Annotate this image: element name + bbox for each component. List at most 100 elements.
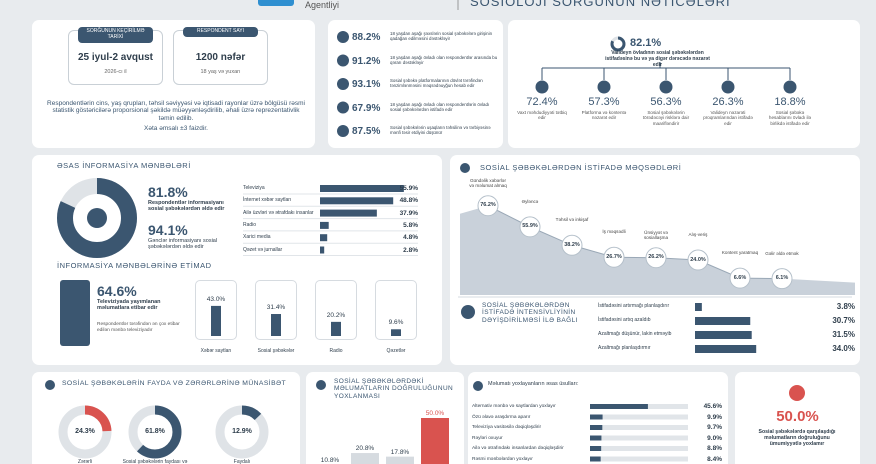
bar — [320, 185, 404, 192]
source-name: Televiziya — [243, 185, 265, 191]
bar — [386, 456, 414, 464]
method-name: Alternativ mənbə və saytlardan yoxlayır — [472, 404, 556, 409]
icon — [45, 380, 55, 390]
bar — [695, 345, 757, 353]
intensity-value: 31.5% — [832, 330, 855, 339]
bar — [351, 453, 379, 464]
youth-value: 94.1% — [148, 222, 188, 238]
method-name: Özü əlavə araşdırma aparır — [472, 414, 531, 420]
social-value: 81.8% — [148, 184, 188, 200]
point — [561, 234, 583, 256]
benefit-value: 24.3% — [75, 428, 95, 435]
method-name: Televiziya vasitəsilə dəqiqləşdirir — [472, 425, 542, 430]
bar — [695, 317, 751, 325]
point — [645, 247, 667, 269]
bar — [695, 303, 702, 311]
point — [603, 246, 625, 268]
purpose-value: 26.7% — [606, 253, 622, 260]
benefit-name: Sosial şəbəkələrin faydası və zərəri bər… — [122, 459, 188, 464]
icon — [789, 385, 805, 401]
agency: Agentliyi — [305, 0, 340, 10]
icon — [473, 381, 483, 391]
source-value: 4.8% — [403, 234, 418, 242]
source-value: 2.8% — [403, 246, 418, 254]
purpose-value: 55.9% — [522, 223, 538, 230]
donut-segment — [58, 405, 112, 459]
source-value: 5.8% — [403, 221, 418, 229]
verification-value: 50.0% — [425, 410, 445, 417]
control-item-value: 57.3% — [588, 96, 620, 108]
methods-title: Məlumatı yoxlayanların əsas üsulları: — [488, 381, 579, 387]
bar — [320, 197, 394, 205]
source-name: Ailə üzvləri və ətrafdakı insanlar — [243, 209, 314, 216]
intensity-value: 34.0% — [832, 344, 855, 353]
trust-item-name: Qəzetlər — [386, 348, 406, 354]
purpose-name: Ünsiyyət və sosiallaşma — [644, 229, 668, 241]
icon — [535, 80, 549, 94]
purpose-value: 6.1% — [775, 275, 789, 282]
logo — [258, 0, 294, 6]
card-sub: 2026-cı il — [104, 69, 127, 75]
card-label: SORĞUNUN KEÇİRİLMƏ TARİXİ — [78, 27, 153, 43]
survey-note: Respondentlərin cins, yaş qrupları, təhs… — [47, 100, 305, 122]
attitude-value: 87.5% — [352, 126, 381, 137]
method-name: Rəyləri oxuyur — [472, 435, 503, 441]
trust-card — [255, 280, 297, 340]
trust-card — [195, 280, 237, 340]
source-value: 55.9% — [399, 185, 418, 192]
bar-track — [590, 435, 688, 441]
control-text: Valideyn övladının sosial şəbəkələrdən i… — [605, 50, 710, 68]
attitude-text: Sosial şəbəkələrin uşaqların təhsilinə v… — [390, 125, 491, 136]
bar — [695, 331, 752, 339]
trust-item-value: 20.2% — [326, 311, 346, 319]
bar — [271, 314, 281, 336]
donut-segment — [57, 178, 137, 258]
intensity-name: Azaltmağı düşünür, lakin etməyib — [598, 331, 672, 337]
purpose-name: Gündəlik xəbərlər və məlumat almaq — [469, 177, 507, 189]
control-value: 82.1% — [630, 37, 662, 49]
attitude-text: 18 yaşdan aşağı övladı olan respondentlə… — [390, 101, 490, 112]
source-name: İnternet xəbər saytları — [243, 197, 292, 204]
bar — [320, 246, 325, 254]
icon — [461, 305, 475, 319]
method-value: 8.8% — [707, 445, 722, 452]
trust-item-name: Radio — [329, 348, 343, 354]
control-item-value: 18.8% — [774, 96, 806, 108]
purpose-name: Gəlir əldə etmək — [765, 250, 799, 256]
trust-item-name: Sosial şəbəkələr — [257, 348, 295, 354]
purpose-name: Kontent yaratmaq — [721, 250, 759, 256]
purpose-name: Təhsil və inkişaf — [555, 217, 589, 223]
survey-error: Xəta əmsalı ±3 faizdir. — [144, 125, 208, 132]
icon — [87, 208, 107, 228]
no-check-text: Sosial şəbəkələrdə qarşılaşdığı məlumatl… — [758, 429, 836, 447]
icon — [337, 125, 349, 137]
verification-value: 20.8% — [355, 445, 375, 453]
purpose-value: 6.6% — [733, 274, 747, 281]
bar-track — [590, 425, 688, 430]
intensity-value: 3.8% — [836, 302, 855, 311]
purpose-value: 38.2% — [564, 241, 580, 248]
control-item-value: 26.3% — [712, 96, 744, 108]
bar — [590, 404, 648, 409]
benefit-value: 12.9% — [232, 428, 252, 435]
intensity-value: 30.7% — [832, 316, 855, 325]
section-title: SOSİAL ŞƏBƏKƏLƏRDƏKİ MƏLUMATLARIN DOĞRUL… — [334, 378, 454, 400]
purpose-name: Alış-veriş — [688, 232, 708, 238]
benefit-name: Zərərli — [77, 459, 93, 464]
card-sub: 18 yaş və yuxarı — [200, 69, 241, 75]
control-item-text: Platforma və kontentə nəzarət edir — [581, 110, 627, 121]
trust-item-value: 43.0% — [206, 295, 226, 303]
icon — [659, 80, 673, 94]
bar — [421, 418, 449, 464]
section-title: SOSİAL ŞƏBƏKƏLƏRDƏN İSTİFADƏ MƏQSƏDLƏRİ — [480, 163, 682, 172]
intensity-name: İstifadəsini artıq azaldıb — [598, 317, 651, 323]
attitude-value: 93.1% — [352, 79, 381, 90]
benefit-name: Faydalı — [233, 459, 251, 464]
icon — [721, 80, 735, 94]
control-item-text: Sosial şəbəkələrin törədəcəyi risklərə d… — [642, 110, 690, 126]
icon — [337, 31, 349, 43]
source-name: Xarici media — [243, 234, 271, 241]
bar — [331, 321, 341, 336]
